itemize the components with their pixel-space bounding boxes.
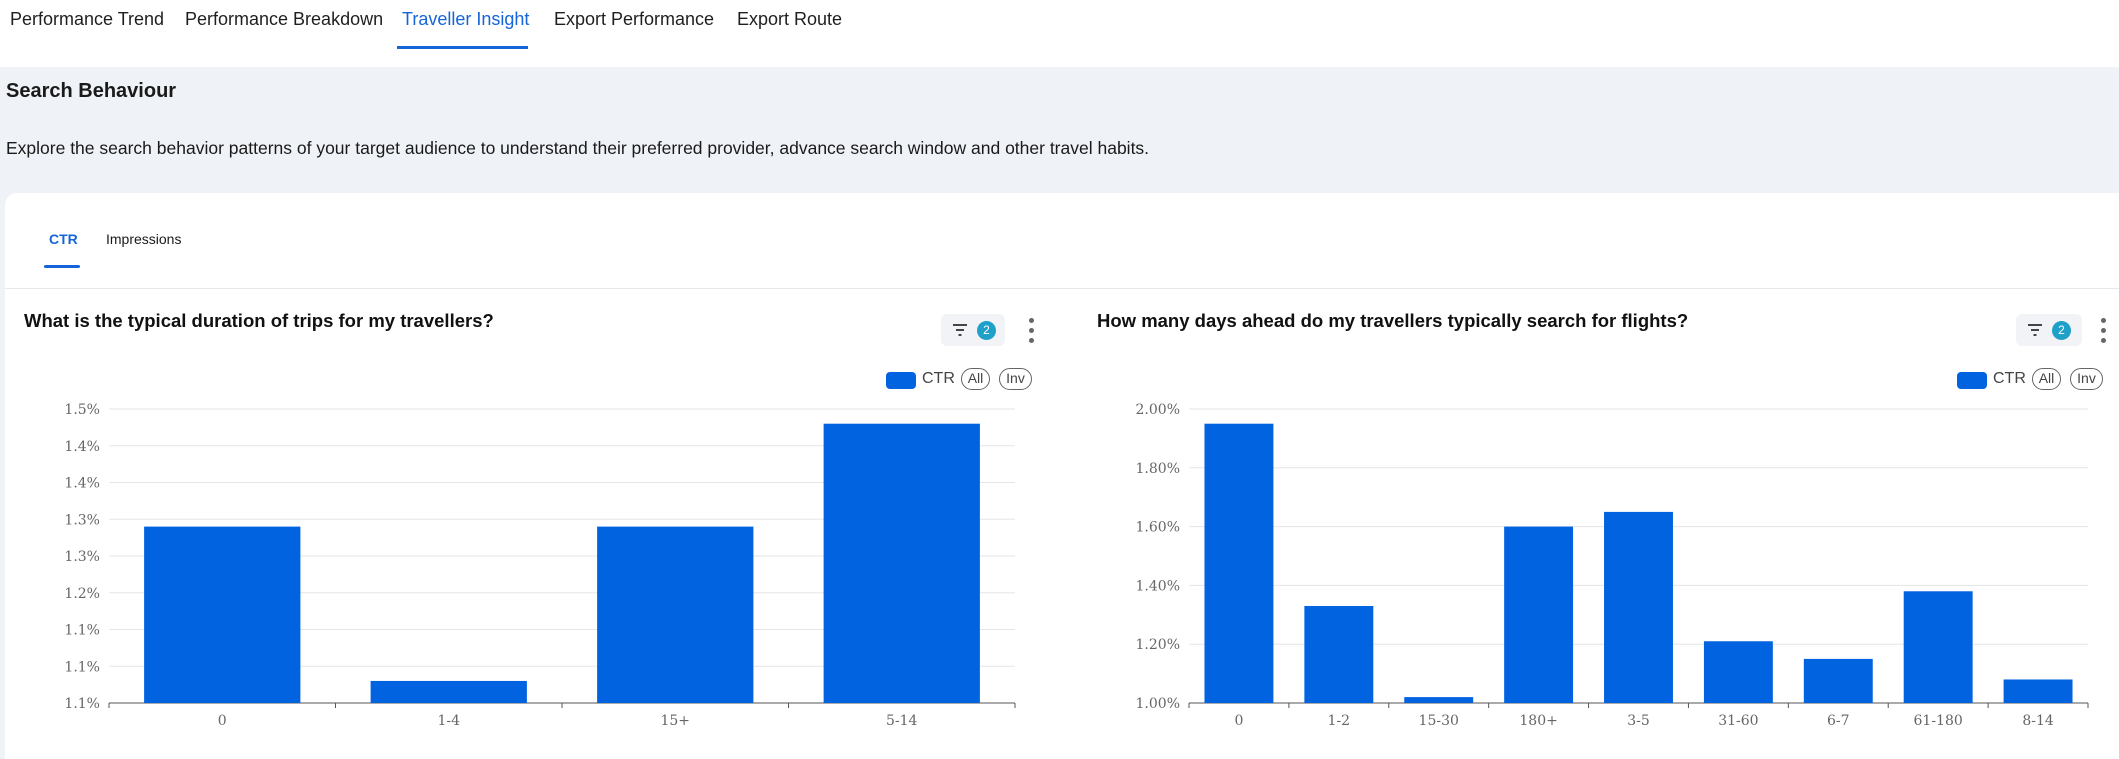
tab-performance-breakdown[interactable]: Performance Breakdown bbox=[185, 9, 384, 29]
bar-15+ bbox=[597, 526, 754, 703]
bar-0 bbox=[144, 526, 301, 703]
bar-61-180 bbox=[1903, 591, 1973, 703]
bar-1-4 bbox=[370, 680, 527, 703]
section-title: Search Behaviour bbox=[6, 80, 177, 102]
y-tick-label: 1.3% bbox=[64, 549, 100, 565]
y-tick-label: 1.60% bbox=[1136, 520, 1180, 536]
more-options-icon[interactable] bbox=[1026, 318, 1036, 344]
card-divider bbox=[5, 288, 2119, 289]
chart-legend: CTR All Inv bbox=[1957, 368, 2112, 390]
tab-export-performance[interactable]: Export Performance bbox=[554, 9, 715, 29]
tab-export-route[interactable]: Export Route bbox=[737, 9, 843, 29]
bar-0 bbox=[1204, 423, 1274, 703]
y-tick-label: 1.1% bbox=[64, 659, 100, 675]
legend-inv-button[interactable]: Inv bbox=[2070, 368, 2103, 390]
x-tick-label: 180+ bbox=[1519, 713, 1557, 729]
y-tick-label: 1.00% bbox=[1136, 696, 1180, 712]
filter-icon bbox=[2028, 324, 2042, 336]
legend-inv-button[interactable]: Inv bbox=[999, 368, 1032, 390]
subtab-impressions[interactable]: Impressions bbox=[106, 231, 182, 247]
x-tick-label: 0 bbox=[218, 713, 227, 729]
bar-15-30 bbox=[1404, 697, 1474, 703]
x-tick-label: 5-14 bbox=[886, 713, 918, 729]
legend-label-ctr[interactable]: CTR bbox=[1993, 370, 2026, 387]
active-tab-indicator bbox=[397, 46, 528, 49]
y-tick-label: 1.5% bbox=[64, 402, 100, 418]
bar-8-14 bbox=[2003, 679, 2073, 703]
subtab-ctr[interactable]: CTR bbox=[49, 231, 78, 247]
x-tick-label: 1-4 bbox=[437, 713, 460, 729]
filter-button[interactable]: 2 bbox=[941, 314, 1005, 346]
bar-5-14 bbox=[823, 423, 980, 703]
bar-3-5 bbox=[1604, 511, 1673, 703]
legend-label-ctr[interactable]: CTR bbox=[922, 370, 955, 387]
top-navigation: Performance Trend Performance Breakdown … bbox=[0, 0, 2119, 67]
y-tick-label: 1.2% bbox=[64, 586, 100, 602]
y-tick-label: 1.4% bbox=[64, 439, 100, 455]
section-description: Explore the search behavior patterns of … bbox=[6, 138, 1150, 158]
legend-swatch-ctr[interactable] bbox=[1957, 372, 1987, 389]
x-tick-label: 8-14 bbox=[2022, 713, 2054, 729]
x-tick-label: 15+ bbox=[660, 713, 690, 729]
legend-swatch-ctr[interactable] bbox=[886, 372, 916, 389]
x-tick-label: 1-2 bbox=[1328, 713, 1351, 729]
active-subtab-indicator bbox=[44, 265, 80, 268]
y-tick-label: 1.20% bbox=[1136, 637, 1180, 653]
y-tick-label: 1.80% bbox=[1136, 461, 1180, 477]
x-tick-label: 61-180 bbox=[1914, 713, 1963, 729]
bar-180+ bbox=[1504, 526, 1574, 703]
y-tick-label: 1.1% bbox=[64, 623, 100, 639]
y-tick-label: 1.1% bbox=[64, 696, 100, 712]
filter-button[interactable]: 2 bbox=[2016, 314, 2082, 346]
x-tick-label: 31-60 bbox=[1718, 713, 1758, 729]
chart-title-days-ahead: How many days ahead do my travellers typ… bbox=[1097, 310, 1689, 331]
insight-card: CTR Impressions What is the typical dura… bbox=[5, 193, 2119, 759]
filter-count-badge: 2 bbox=[2052, 321, 2071, 340]
chart-legend: CTR All Inv bbox=[886, 368, 1041, 390]
x-tick-label: 15-30 bbox=[1419, 713, 1459, 729]
x-tick-label: 3-5 bbox=[1627, 713, 1650, 729]
tab-performance-trend[interactable]: Performance Trend bbox=[10, 9, 165, 29]
y-tick-label: 1.3% bbox=[64, 512, 100, 528]
x-tick-label: 6-7 bbox=[1827, 713, 1850, 729]
legend-all-button[interactable]: All bbox=[2032, 368, 2061, 390]
more-options-icon[interactable] bbox=[2098, 318, 2108, 344]
y-tick-label: 1.40% bbox=[1136, 578, 1180, 594]
days-ahead-bar-chart: 1.00% 1.20% 1.40% 1.60% 1.80% 2.00% 0 1-2 15-30 1… bbox=[1136, 402, 2089, 729]
y-tick-label: 1.4% bbox=[64, 476, 100, 492]
bar-6-7 bbox=[1803, 658, 1873, 703]
filter-icon bbox=[953, 324, 967, 336]
chart-title-trip-duration: What is the typical duration of trips fo… bbox=[24, 310, 494, 331]
x-tick-label: 0 bbox=[1234, 713, 1243, 729]
bar-31-60 bbox=[1703, 641, 1773, 703]
y-tick-label: 2.00% bbox=[1136, 402, 1180, 418]
legend-all-button[interactable]: All bbox=[961, 368, 990, 390]
tab-traveller-insight[interactable]: Traveller Insight bbox=[402, 9, 530, 29]
trip-duration-bar-chart: 1.1% 1.1% 1.1% 1.2% 1.3% 1.3% 1.4% 1.4% 1.5% 0 1-4… bbox=[64, 402, 1016, 729]
bar-1-2 bbox=[1304, 605, 1374, 703]
filter-count-badge: 2 bbox=[977, 321, 996, 340]
